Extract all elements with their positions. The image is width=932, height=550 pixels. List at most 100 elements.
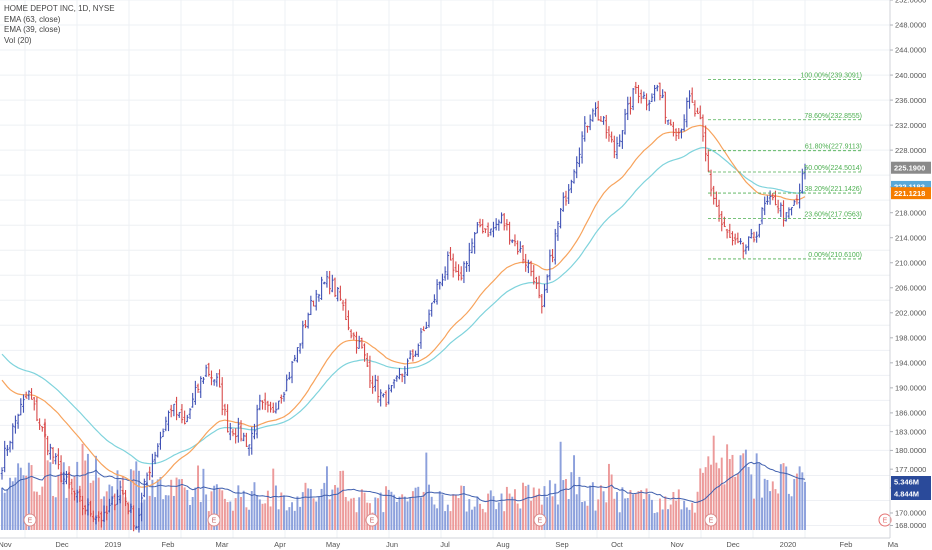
volume-bar <box>680 509 683 530</box>
candle <box>744 244 748 255</box>
time-tick-label: Sep <box>555 540 568 549</box>
candle <box>172 403 176 417</box>
candle <box>771 192 775 201</box>
grid <box>0 0 890 538</box>
volume-bar <box>237 485 240 530</box>
candle <box>376 375 380 403</box>
volume-bar <box>524 486 527 530</box>
candle <box>228 422 232 441</box>
candle <box>484 228 487 234</box>
volume-bar <box>723 484 726 530</box>
earnings-event-circle <box>23 513 37 527</box>
time-tick-label: Ma <box>888 540 899 549</box>
fibonacci-retracement[interactable]: 100.00%(239.3091) 78.60%(232.8555) 61.80%(… <box>708 72 862 260</box>
legend-symbol[interactable]: HOME DEPOT INC, 1D, NYSE <box>4 4 115 13</box>
candle <box>102 505 106 522</box>
candle <box>425 321 428 329</box>
price-tag-label: 225.1900 <box>894 163 925 172</box>
earnings-event[interactable]: E <box>23 513 37 527</box>
candle <box>749 228 753 239</box>
volume-bar <box>258 499 261 530</box>
volume-bar <box>269 506 272 530</box>
volume-bar <box>70 493 73 530</box>
volume-bar <box>492 496 495 530</box>
volume-tag-bg <box>891 488 931 500</box>
volume-bar <box>46 460 49 530</box>
candle <box>134 525 138 529</box>
volume-bar <box>226 502 229 530</box>
candle <box>280 394 283 404</box>
candle <box>755 231 758 243</box>
candle <box>371 375 374 394</box>
legend-vol[interactable]: Vol (20) <box>4 35 32 45</box>
time-tick-label: Dec <box>726 540 740 549</box>
volume-bar <box>626 498 629 530</box>
volume-bar <box>84 460 87 530</box>
candle <box>242 432 246 442</box>
candle <box>325 271 329 288</box>
price-tick-label: 183.0000 <box>895 427 926 436</box>
candle <box>618 134 621 147</box>
candle <box>451 253 455 278</box>
candle <box>298 343 302 354</box>
volume-bar <box>685 507 688 530</box>
volume-bar <box>599 485 602 530</box>
time-tick-label: 2020 <box>780 540 797 549</box>
volume-bar <box>471 509 473 530</box>
volume-bar <box>701 472 704 530</box>
volume-bar <box>519 508 522 530</box>
candle <box>180 404 184 424</box>
candle <box>492 221 495 238</box>
candle <box>347 310 350 331</box>
legend-ema63[interactable]: EMA (63, close) <box>4 14 61 24</box>
volume-bar <box>339 470 342 530</box>
candle <box>255 404 259 439</box>
time-axis[interactable]: Nov Dec 2019 Feb Mar Apr May Jun Jul Aug Sep Oct Nov… <box>0 537 899 549</box>
volume-bar <box>430 496 433 530</box>
candle <box>677 127 681 140</box>
time-tick-label: 2019 <box>105 540 122 549</box>
candle <box>467 242 471 272</box>
earnings-event[interactable]: E <box>207 513 221 527</box>
candle <box>336 287 340 302</box>
volume-bar <box>629 490 632 530</box>
price-tick-label: 214.0000 <box>895 233 926 242</box>
candle <box>263 392 267 411</box>
candle <box>792 199 796 206</box>
candle <box>285 374 288 392</box>
earnings-event-label: E <box>212 518 217 525</box>
volume-bar <box>320 488 323 530</box>
volume-bar <box>712 435 715 530</box>
candle <box>220 377 224 416</box>
candle <box>245 432 248 447</box>
candle <box>556 221 560 241</box>
volume-bar <box>618 512 621 530</box>
candle <box>239 420 243 442</box>
candle <box>516 240 519 255</box>
volume-bar <box>146 482 148 530</box>
earnings-event[interactable]: E <box>878 513 892 527</box>
volume-bar <box>551 496 554 530</box>
earnings-event-circle <box>878 513 892 527</box>
earnings-event[interactable]: E <box>365 513 379 527</box>
candle <box>696 107 699 115</box>
volume-bar <box>586 505 589 530</box>
candle <box>653 84 656 102</box>
volume-bar <box>508 493 511 530</box>
earnings-event[interactable]: E <box>533 513 547 527</box>
price-axis[interactable]: 252.0000 248.0000 244.0000 240.0000 236.0000… <box>889 0 926 538</box>
earnings-event[interactable]: E <box>704 513 718 527</box>
candle <box>32 396 36 411</box>
candle <box>105 505 109 521</box>
candle <box>75 489 79 503</box>
volume-bar <box>33 491 36 530</box>
volume-bar <box>605 502 608 530</box>
volume-bar <box>242 490 245 530</box>
fib-level-label: 50.00%(224.5014) <box>804 165 862 172</box>
candle <box>790 207 793 216</box>
volume-bar <box>377 498 379 530</box>
volume-bar <box>19 467 22 530</box>
legend-ema39[interactable]: EMA (39, close) <box>4 25 61 34</box>
